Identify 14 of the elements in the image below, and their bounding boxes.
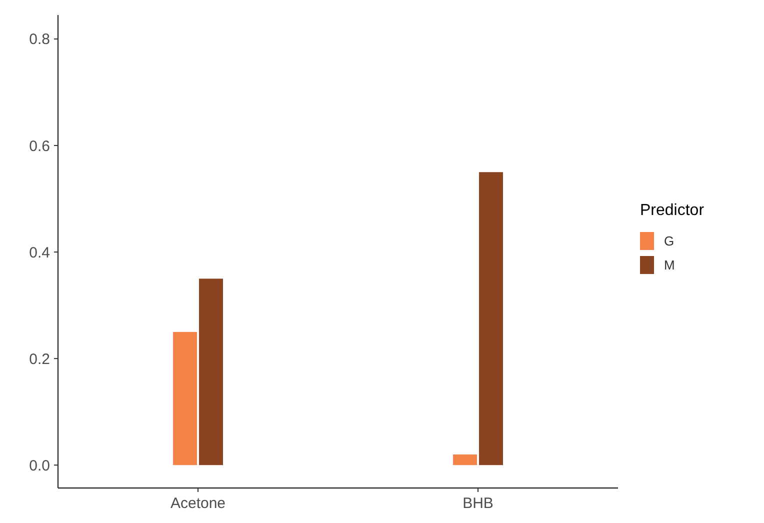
y-tick-label: 0.8 — [29, 31, 50, 48]
bar — [453, 454, 477, 466]
bar — [173, 332, 197, 466]
bar — [479, 172, 503, 466]
bar — [199, 278, 223, 466]
y-tick-label: 0.4 — [29, 244, 50, 262]
legend-title: Predictor — [640, 202, 705, 219]
y-tick-label: 0.0 — [29, 457, 50, 474]
legend-label: M — [664, 258, 675, 273]
legend-label: G — [664, 234, 674, 249]
x-tick-label: Acetone — [170, 495, 226, 512]
x-tick-label: BHB — [462, 495, 494, 512]
y-tick-label: 0.2 — [29, 350, 50, 368]
y-tick-label: 0.6 — [29, 138, 50, 155]
